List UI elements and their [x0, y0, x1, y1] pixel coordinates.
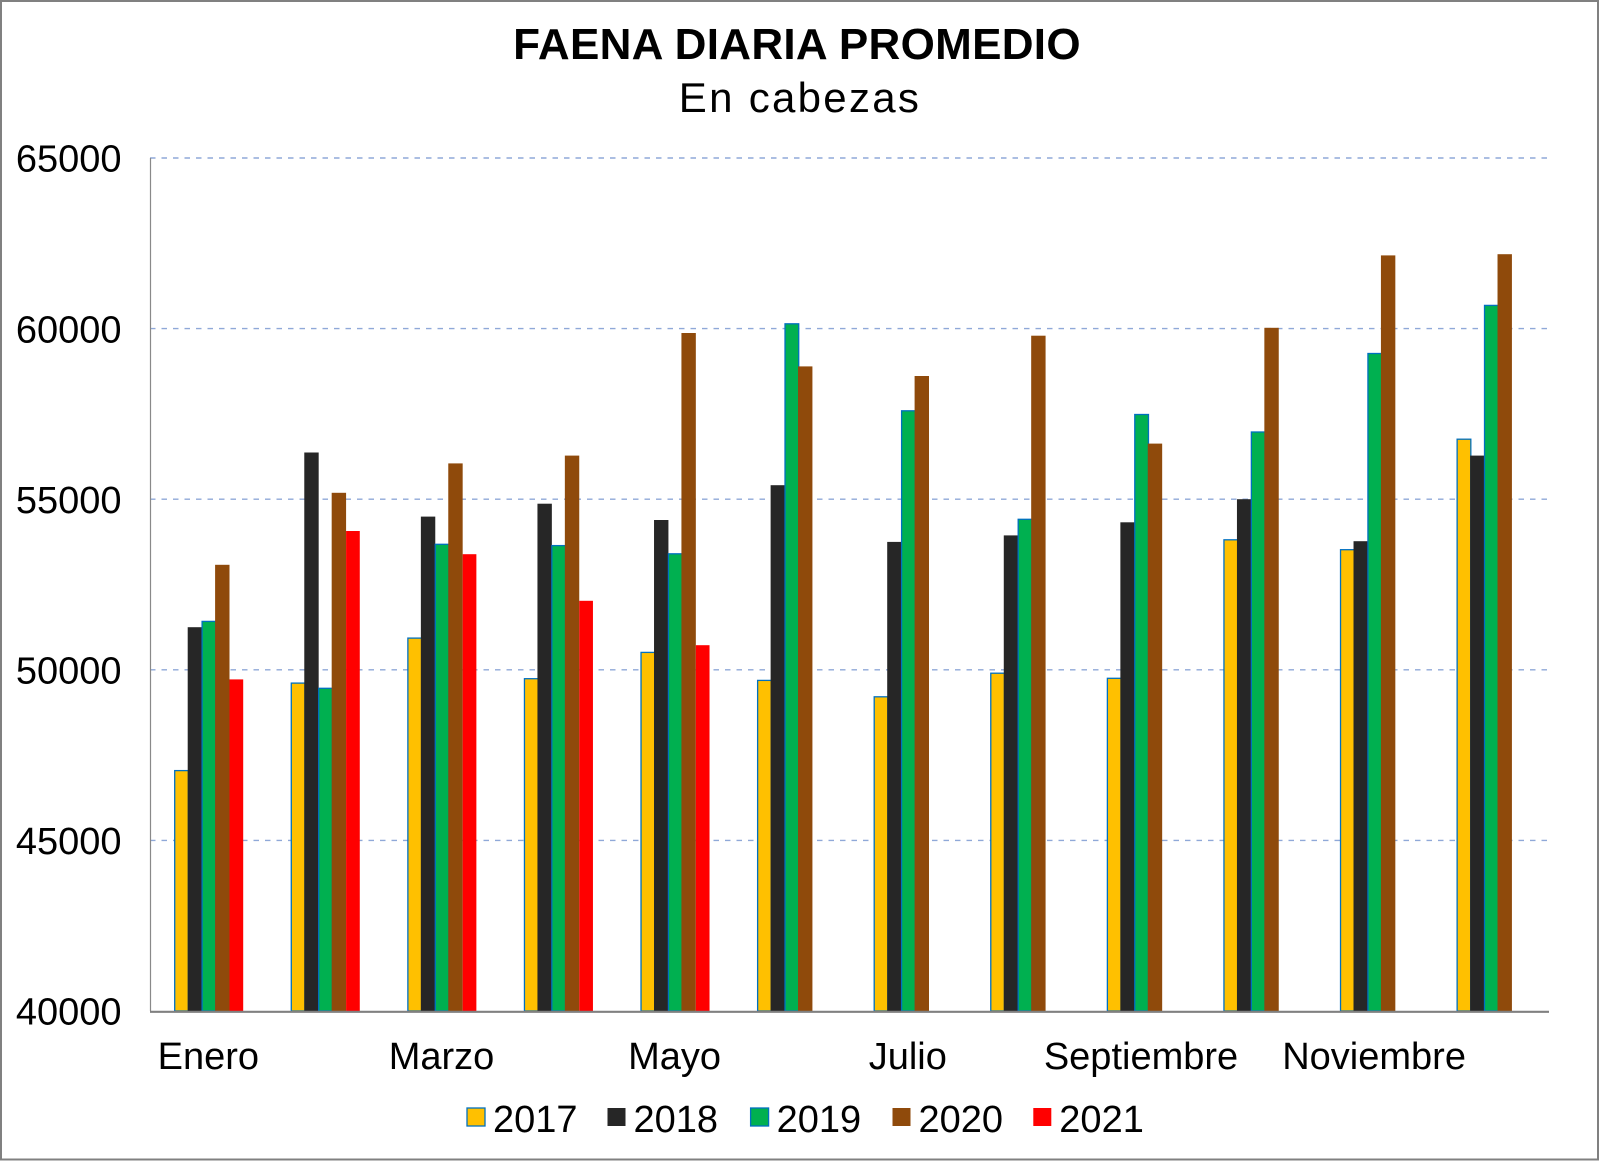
svg-text:Mayo: Mayo: [628, 1036, 721, 1078]
svg-text:FAENA DIARIA PROMEDIO: FAENA DIARIA PROMEDIO: [513, 20, 1081, 69]
svg-text:2019: 2019: [777, 1099, 862, 1141]
svg-text:50000: 50000: [16, 651, 122, 693]
svg-text:Enero: Enero: [158, 1036, 259, 1078]
svg-text:Julio: Julio: [869, 1036, 947, 1078]
svg-text:40000: 40000: [16, 992, 122, 1034]
svg-text:Marzo: Marzo: [389, 1036, 495, 1078]
svg-text:55000: 55000: [16, 480, 122, 522]
svg-text:Septiembre: Septiembre: [1044, 1036, 1238, 1078]
svg-text:45000: 45000: [16, 821, 122, 863]
svg-text:2017: 2017: [493, 1099, 578, 1141]
svg-text:60000: 60000: [16, 309, 122, 351]
svg-text:2020: 2020: [919, 1099, 1004, 1141]
svg-text:2021: 2021: [1059, 1099, 1144, 1141]
svg-text:2018: 2018: [634, 1099, 719, 1141]
svg-text:Noviembre: Noviembre: [1282, 1036, 1466, 1078]
svg-text:En cabezas: En cabezas: [679, 74, 921, 121]
svg-text:65000: 65000: [16, 139, 122, 181]
